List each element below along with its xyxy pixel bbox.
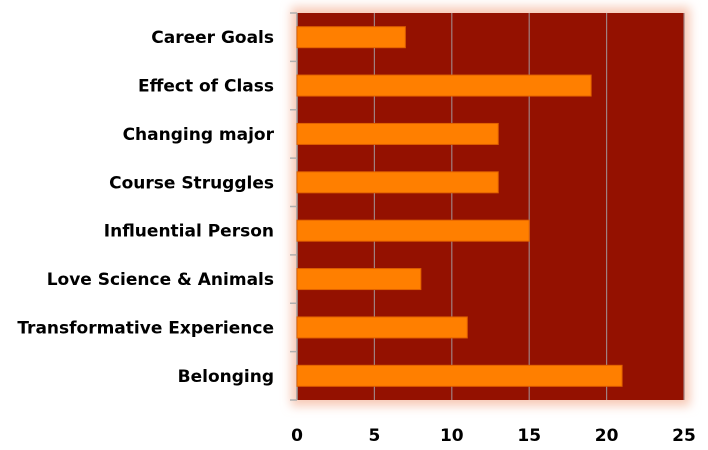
bar [296, 316, 468, 339]
category-label: Love Science & Animals [47, 270, 274, 290]
bar [296, 122, 499, 145]
category-label: Changing major [123, 125, 275, 145]
bar [296, 268, 422, 291]
x-tick-label: 5 [368, 426, 380, 446]
bar [296, 171, 499, 194]
category-label: Career Goals [151, 28, 274, 48]
category-label: Belonging [178, 367, 274, 387]
x-tick-label: 15 [517, 426, 541, 446]
bar [296, 219, 530, 242]
category-label: Influential Person [104, 222, 274, 242]
x-tick-label: 25 [672, 426, 696, 446]
x-tick-label: 10 [440, 426, 464, 446]
plot-area [297, 13, 684, 400]
bar [296, 74, 592, 97]
x-tick-label: 0 [291, 426, 303, 446]
category-label: Course Struggles [109, 173, 274, 193]
category-label: Effect of Class [138, 77, 274, 97]
category-label: Transformative Experience [17, 318, 274, 338]
bar [296, 364, 623, 387]
x-tick-label: 20 [595, 426, 619, 446]
bar [296, 26, 406, 49]
